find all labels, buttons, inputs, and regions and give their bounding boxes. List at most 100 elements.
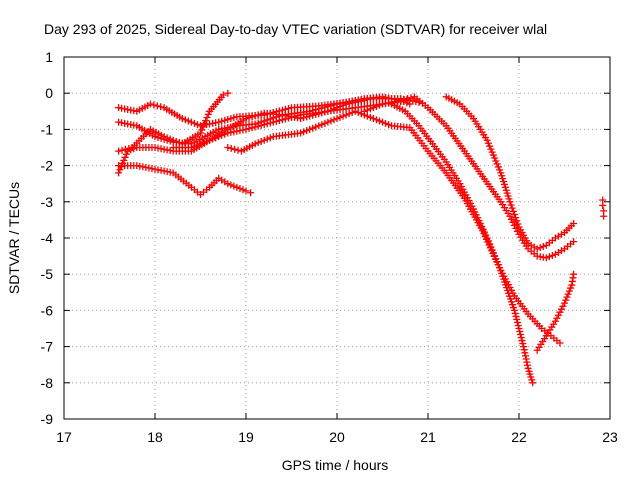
- data-marker: [116, 166, 124, 174]
- data-marker: [312, 111, 320, 119]
- data-marker: [514, 220, 522, 228]
- y-tick-label: -6: [41, 302, 54, 318]
- data-marker: [514, 321, 522, 329]
- data-marker: [385, 121, 393, 129]
- data-point: [556, 339, 564, 347]
- data-point: [342, 111, 350, 119]
- series-track-6: [169, 96, 368, 151]
- data-marker: [309, 124, 317, 132]
- data-point: [324, 118, 332, 126]
- data-point: [506, 198, 514, 206]
- data-point: [187, 144, 195, 151]
- data-marker: [548, 251, 556, 259]
- data-marker: [556, 308, 564, 316]
- data-point: [269, 118, 277, 126]
- y-tick-label: -9: [41, 411, 54, 427]
- x-tick-label: 21: [420, 429, 436, 445]
- chart-title: Day 293 of 2025, Sidereal Day-to-day VTE…: [44, 21, 547, 37]
- data-marker: [260, 121, 268, 129]
- x-tick-label: 23: [602, 429, 618, 445]
- series-track-10: [388, 100, 564, 347]
- data-marker: [507, 215, 515, 223]
- data-marker: [536, 244, 544, 252]
- data-marker: [257, 121, 265, 129]
- x-axis-label: GPS time / hours: [282, 457, 389, 473]
- data-marker: [163, 134, 171, 142]
- data-point: [510, 306, 518, 314]
- data-marker: [200, 139, 208, 147]
- data-marker: [372, 116, 380, 124]
- data-marker: [507, 201, 515, 209]
- data-point: [570, 220, 578, 228]
- data-marker: [230, 114, 238, 122]
- data-marker: [333, 104, 341, 112]
- data-marker: [251, 112, 259, 120]
- axis-ticks: [63, 56, 611, 420]
- data-marker: [404, 95, 412, 103]
- data-marker: [318, 109, 326, 117]
- data-marker: [327, 106, 335, 114]
- data-point: [219, 91, 227, 99]
- data-marker: [508, 204, 516, 212]
- data-marker: [363, 112, 371, 120]
- data-marker: [172, 137, 180, 145]
- grid: [64, 57, 610, 419]
- data-point: [242, 115, 250, 123]
- data-point: [561, 299, 568, 307]
- data-point: [124, 147, 132, 155]
- data-point: [599, 201, 607, 209]
- y-tick-label: 1: [45, 49, 53, 65]
- data-point: [297, 129, 305, 137]
- data-point: [600, 212, 608, 220]
- data-point: [351, 107, 359, 115]
- data-marker: [306, 125, 314, 133]
- data-marker: [300, 128, 308, 136]
- data-marker: [318, 121, 326, 129]
- data-marker: [275, 117, 283, 125]
- x-tick-label: 17: [56, 429, 72, 445]
- data-marker: [545, 253, 553, 261]
- data-marker: [190, 142, 198, 150]
- data-marker: [512, 224, 520, 232]
- data-marker: [224, 115, 232, 123]
- data-point: [151, 133, 159, 141]
- y-tick-label: -7: [41, 339, 54, 355]
- data-marker: [130, 145, 138, 153]
- data-point: [115, 147, 123, 155]
- data-marker: [118, 146, 126, 154]
- data-point: [529, 379, 537, 387]
- data-point: [297, 115, 305, 123]
- data-marker: [315, 122, 323, 130]
- series-track-8: [360, 93, 578, 262]
- series-track-12: [599, 196, 608, 220]
- data-marker: [254, 122, 262, 130]
- y-tick-label: -2: [41, 158, 54, 174]
- data-marker: [234, 146, 242, 154]
- data-marker: [339, 101, 347, 109]
- data-marker: [181, 116, 189, 124]
- data-point: [215, 118, 223, 126]
- series-track-11: [533, 270, 578, 354]
- data-marker: [184, 117, 192, 125]
- data-marker: [227, 181, 235, 189]
- data-marker: [300, 114, 308, 122]
- data-marker: [354, 109, 362, 117]
- data-marker: [303, 127, 311, 135]
- data-series: [115, 89, 608, 387]
- data-marker: [382, 119, 390, 127]
- data-point: [397, 96, 405, 104]
- y-tick-label: -1: [41, 121, 54, 137]
- data-marker: [513, 315, 521, 323]
- data-marker: [330, 116, 338, 124]
- y-tick-label: -3: [41, 194, 54, 210]
- data-marker: [199, 123, 207, 131]
- data-point: [242, 187, 250, 195]
- data-marker: [519, 340, 527, 348]
- y-tick-label: -5: [41, 266, 54, 282]
- data-point: [224, 144, 232, 151]
- data-marker: [120, 156, 128, 164]
- data-point: [369, 115, 377, 123]
- data-marker: [121, 153, 129, 161]
- data-marker: [557, 305, 565, 313]
- data-marker: [345, 110, 353, 118]
